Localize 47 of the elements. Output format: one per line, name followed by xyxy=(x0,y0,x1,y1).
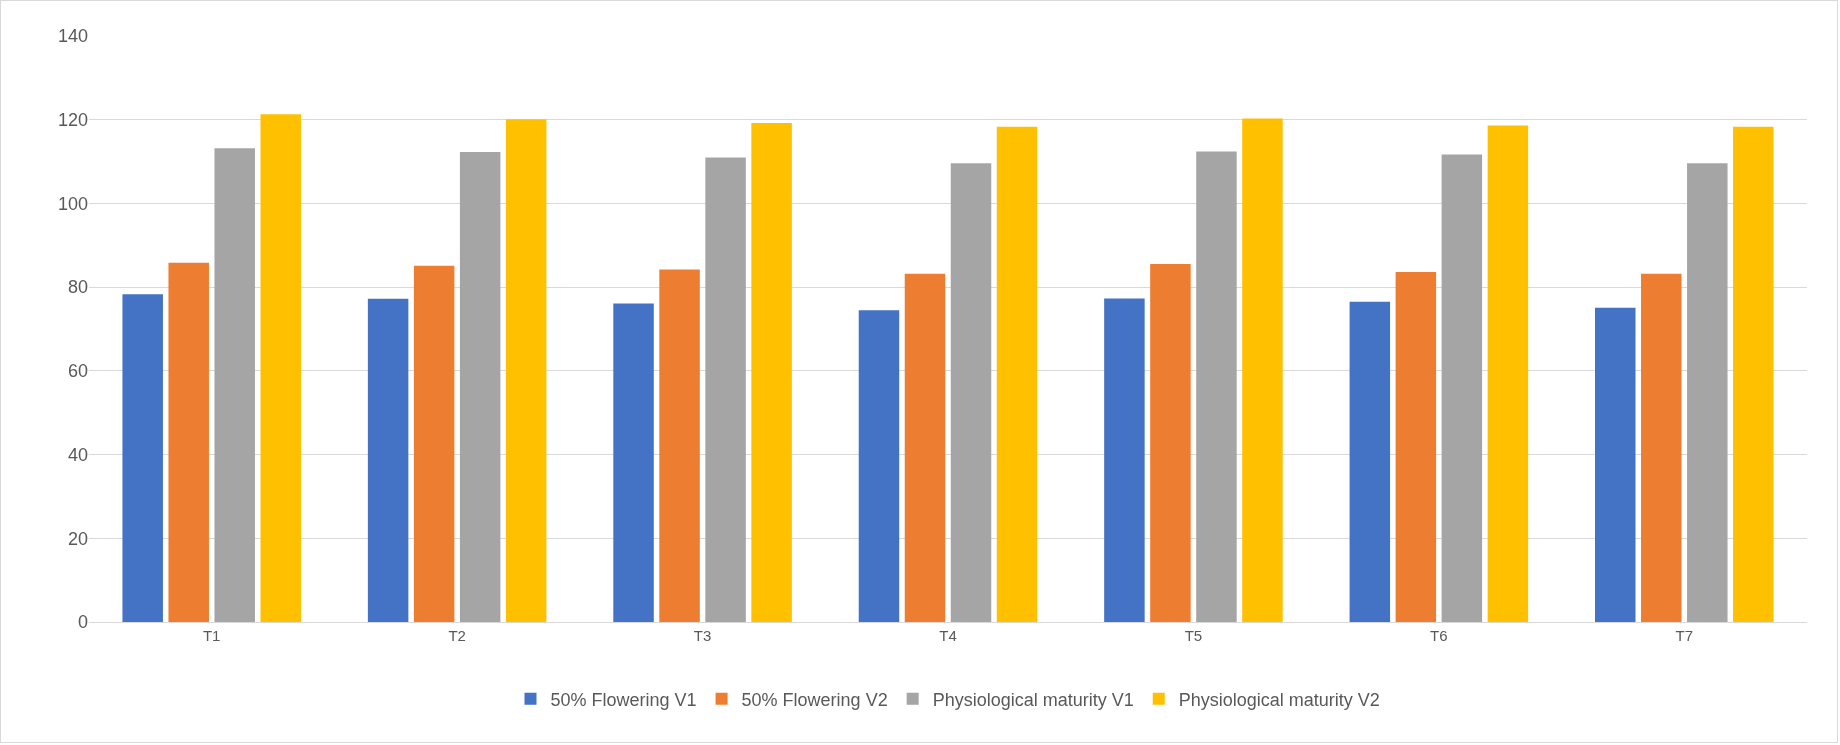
bar xyxy=(751,123,792,622)
bar xyxy=(1595,307,1636,622)
y-tick-label: 40 xyxy=(67,444,88,465)
bar xyxy=(1441,154,1483,622)
x-tick-label: T3 xyxy=(693,627,712,644)
bar xyxy=(858,310,900,622)
y-tick-label: 60 xyxy=(67,361,88,382)
legend-label: Physiological maturity V1 xyxy=(932,689,1134,710)
bar xyxy=(1641,273,1682,622)
y-tick-label: 0 xyxy=(77,612,88,633)
x-tick-label: T2 xyxy=(448,627,466,644)
y-tick-label: 80 xyxy=(67,277,88,298)
bar xyxy=(1733,126,1774,622)
bar xyxy=(1104,298,1145,622)
bar xyxy=(1150,264,1191,622)
bar xyxy=(168,262,209,622)
x-tick-label: T5 xyxy=(1184,627,1203,644)
bar xyxy=(1242,118,1283,622)
bar xyxy=(505,119,547,622)
bar xyxy=(904,273,946,622)
legend-label: 50% Flowering V1 xyxy=(550,689,697,710)
bar xyxy=(1395,272,1437,622)
bar xyxy=(1487,125,1529,622)
bar xyxy=(1349,301,1391,622)
bar xyxy=(214,148,255,622)
legend-label: 50% Flowering V2 xyxy=(741,689,888,710)
bar xyxy=(996,126,1038,622)
bar xyxy=(122,294,163,622)
bar xyxy=(459,151,501,622)
bar xyxy=(613,303,654,622)
y-tick-label: 120 xyxy=(57,110,88,131)
bar xyxy=(659,269,700,622)
bar xyxy=(367,298,409,622)
bar xyxy=(950,163,992,622)
y-tick-label: 140 xyxy=(57,26,88,47)
y-tick-label: 20 xyxy=(67,528,88,549)
bar xyxy=(413,265,455,622)
x-tick-label: T4 xyxy=(939,627,957,644)
legend-label: Physiological maturity V2 xyxy=(1178,689,1380,710)
x-tick-label: T1 xyxy=(202,627,221,644)
x-tick-label: T6 xyxy=(1430,627,1448,644)
bar xyxy=(705,157,746,622)
x-tick-label: T7 xyxy=(1675,627,1694,644)
bar xyxy=(1196,151,1237,622)
bar xyxy=(260,114,301,622)
bar xyxy=(1687,163,1728,622)
y-tick-label: 100 xyxy=(57,193,88,214)
